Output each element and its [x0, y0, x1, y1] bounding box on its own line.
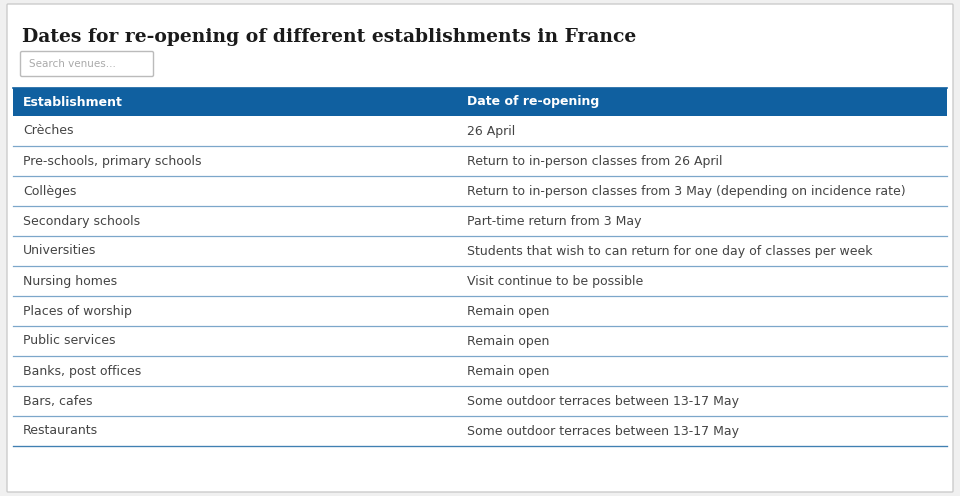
Bar	[13, 296, 947, 326]
Bar	[13, 88, 947, 116]
Text: Some outdoor terraces between 13-17 May: Some outdoor terraces between 13-17 May	[467, 425, 738, 437]
Bar	[13, 416, 947, 446]
Text: 26 April: 26 April	[467, 124, 515, 137]
Text: Students that wish to can return for one day of classes per week: Students that wish to can return for one…	[467, 245, 872, 257]
Bar	[13, 176, 947, 206]
Text: Crèches: Crèches	[23, 124, 74, 137]
Text: Remain open: Remain open	[467, 365, 549, 377]
Text: Public services: Public services	[23, 334, 115, 348]
Bar	[13, 146, 947, 176]
Text: Date of re-opening: Date of re-opening	[467, 96, 599, 109]
Text: Remain open: Remain open	[467, 305, 549, 317]
Text: Collèges: Collèges	[23, 185, 77, 197]
Text: Visit continue to be possible: Visit continue to be possible	[467, 274, 643, 288]
Text: Universities: Universities	[23, 245, 96, 257]
Text: Dates for re-opening of different establishments in France: Dates for re-opening of different establ…	[22, 28, 636, 46]
Text: Pre-schools, primary schools: Pre-schools, primary schools	[23, 154, 202, 168]
Bar	[13, 236, 947, 266]
Text: Return to in-person classes from 3 May (depending on incidence rate): Return to in-person classes from 3 May (…	[467, 185, 905, 197]
Text: Banks, post offices: Banks, post offices	[23, 365, 141, 377]
Text: Restaurants: Restaurants	[23, 425, 98, 437]
Bar	[13, 266, 947, 296]
Bar	[13, 386, 947, 416]
Bar	[13, 326, 947, 356]
Text: Bars, cafes: Bars, cafes	[23, 394, 92, 408]
Text: Places of worship: Places of worship	[23, 305, 132, 317]
Bar	[13, 116, 947, 146]
Bar	[13, 356, 947, 386]
Bar	[13, 206, 947, 236]
Text: Remain open: Remain open	[467, 334, 549, 348]
FancyBboxPatch shape	[20, 52, 154, 76]
Text: Some outdoor terraces between 13-17 May: Some outdoor terraces between 13-17 May	[467, 394, 738, 408]
Text: Establishment: Establishment	[23, 96, 123, 109]
FancyBboxPatch shape	[7, 4, 953, 492]
Text: Secondary schools: Secondary schools	[23, 214, 140, 228]
Text: Search venues...: Search venues...	[29, 59, 116, 69]
Text: Part-time return from 3 May: Part-time return from 3 May	[467, 214, 641, 228]
Text: Return to in-person classes from 26 April: Return to in-person classes from 26 Apri…	[467, 154, 722, 168]
Text: Nursing homes: Nursing homes	[23, 274, 117, 288]
